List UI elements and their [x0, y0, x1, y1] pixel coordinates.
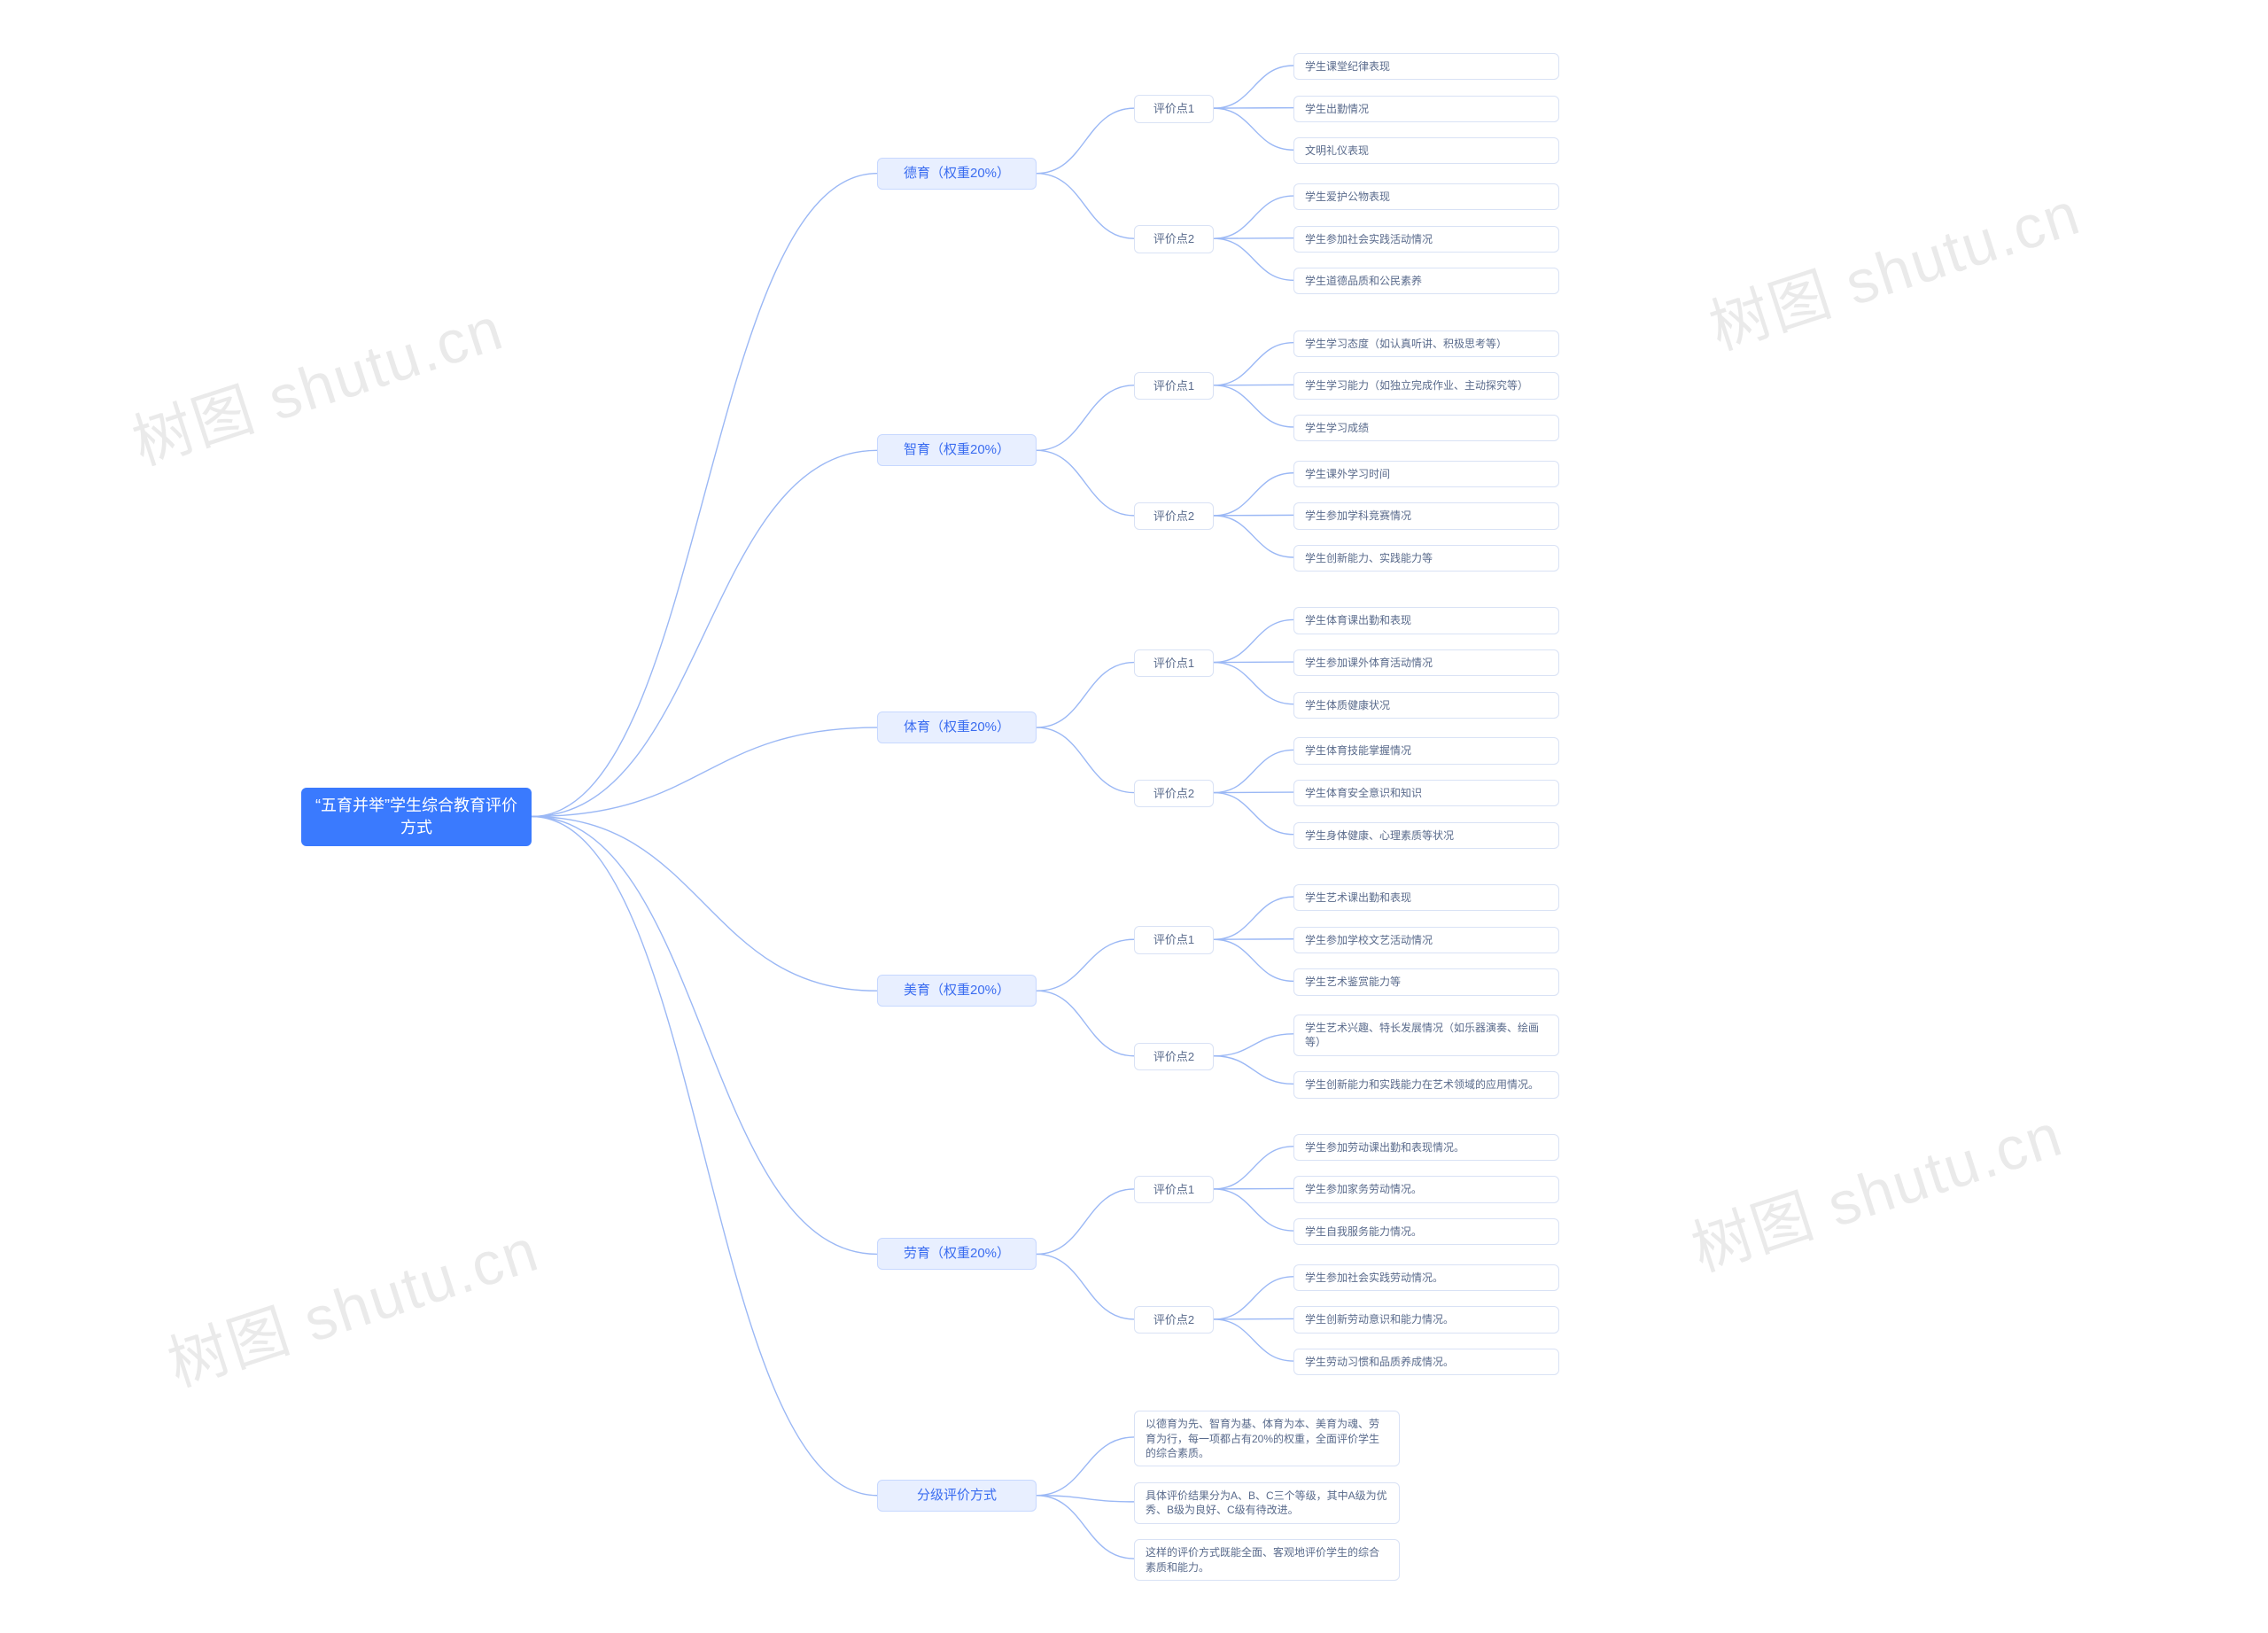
branch-2-point-1: 评价点2 [1134, 780, 1214, 808]
branch-0-point-1-leaf-1: 学生参加社会实践活动情况 [1293, 226, 1559, 253]
branch-5: 分级评价方式 [877, 1480, 1037, 1512]
branch-4-point-0-leaf-1: 学生参加家务劳动情况。 [1293, 1176, 1559, 1202]
branch-2: 体育（权重20%） [877, 712, 1037, 743]
branch-2-point-0-leaf-2: 学生体质健康状况 [1293, 692, 1559, 719]
branch-1-point-0-leaf-1: 学生学习能力（如独立完成作业、主动探究等） [1293, 372, 1559, 399]
branch-1: 智育（权重20%） [877, 434, 1037, 466]
branch-3-point-0-leaf-0: 学生艺术课出勤和表现 [1293, 884, 1559, 911]
branch-4-point-0-leaf-0: 学生参加劳动课出勤和表现情况。 [1293, 1134, 1559, 1161]
branch-1-point-0-leaf-2: 学生学习成绩 [1293, 415, 1559, 441]
branch-0-point-1-leaf-0: 学生爱护公物表现 [1293, 183, 1559, 210]
branch-3: 美育（权重20%） [877, 975, 1037, 1007]
branch-3-point-0: 评价点1 [1134, 926, 1214, 954]
branch-0-point-1: 评价点2 [1134, 225, 1214, 253]
branch-4-point-0-leaf-2: 学生自我服务能力情况。 [1293, 1218, 1559, 1245]
branch-1-point-1: 评价点2 [1134, 502, 1214, 531]
branch-4-point-1-leaf-0: 学生参加社会实践劳动情况。 [1293, 1264, 1559, 1291]
watermark: 树图 shutu.cn [1679, 1085, 2071, 1287]
branch-0: 德育（权重20%） [877, 158, 1037, 190]
branch-2-point-1-leaf-0: 学生体育技能掌握情况 [1293, 737, 1559, 764]
branch-0-point-0: 评价点1 [1134, 95, 1214, 123]
root-node: “五育并举”学生综合教育评价方式 [301, 788, 532, 846]
branch-2-point-1-leaf-2: 学生身体健康、心理素质等状况 [1293, 822, 1559, 849]
watermark: 树图 shutu.cn [155, 1201, 548, 1403]
branch-1-point-1-leaf-2: 学生创新能力、实践能力等 [1293, 545, 1559, 572]
branch-0-point-0-leaf-2: 文明礼仪表现 [1293, 137, 1559, 164]
branch-4: 劳育（权重20%） [877, 1238, 1037, 1270]
branch-4-point-0: 评价点1 [1134, 1176, 1214, 1204]
branch-3-point-0-leaf-1: 学生参加学校文艺活动情况 [1293, 927, 1559, 953]
branch-2-point-1-leaf-1: 学生体育安全意识和知识 [1293, 780, 1559, 806]
branch-2-point-0-leaf-1: 学生参加课外体育活动情况 [1293, 649, 1559, 676]
branch-5-point-0-leaf-0: 以德育为先、智育为基、体育为本、美育为魂、劳育为行，每一项都占有20%的权重，全… [1134, 1411, 1400, 1466]
watermark: 树图 shutu.cn [120, 279, 512, 481]
branch-1-point-1-leaf-1: 学生参加学科竞赛情况 [1293, 502, 1559, 529]
branch-1-point-1-leaf-0: 学生课外学习时间 [1293, 461, 1559, 487]
branch-5-point-0-leaf-1: 具体评价结果分为A、B、C三个等级，其中A级为优秀、B级为良好、C级有待改进。 [1134, 1482, 1400, 1523]
branch-5-point-0-leaf-2: 这样的评价方式既能全面、客观地评价学生的综合素质和能力。 [1134, 1539, 1400, 1580]
watermark: 树图 shutu.cn [1697, 164, 2089, 366]
branch-0-point-0-leaf-1: 学生出勤情况 [1293, 96, 1559, 122]
branch-2-point-0-leaf-0: 学生体育课出勤和表现 [1293, 607, 1559, 634]
branch-4-point-1: 评价点2 [1134, 1306, 1214, 1334]
branch-1-point-0: 评价点1 [1134, 372, 1214, 400]
branch-1-point-0-leaf-0: 学生学习态度（如认真听讲、积极思考等） [1293, 330, 1559, 357]
branch-4-point-1-leaf-2: 学生劳动习惯和品质养成情况。 [1293, 1349, 1559, 1375]
branch-3-point-1: 评价点2 [1134, 1043, 1214, 1071]
branch-3-point-1-leaf-0: 学生艺术兴趣、特长发展情况（如乐器演奏、绘画等） [1293, 1015, 1559, 1055]
branch-3-point-0-leaf-2: 学生艺术鉴赏能力等 [1293, 968, 1559, 995]
branch-3-point-1-leaf-1: 学生创新能力和实践能力在艺术领域的应用情况。 [1293, 1071, 1559, 1098]
branch-2-point-0: 评价点1 [1134, 649, 1214, 678]
branch-0-point-1-leaf-2: 学生道德品质和公民素养 [1293, 268, 1559, 294]
branch-4-point-1-leaf-1: 学生创新劳动意识和能力情况。 [1293, 1306, 1559, 1333]
branch-0-point-0-leaf-0: 学生课堂纪律表现 [1293, 53, 1559, 80]
